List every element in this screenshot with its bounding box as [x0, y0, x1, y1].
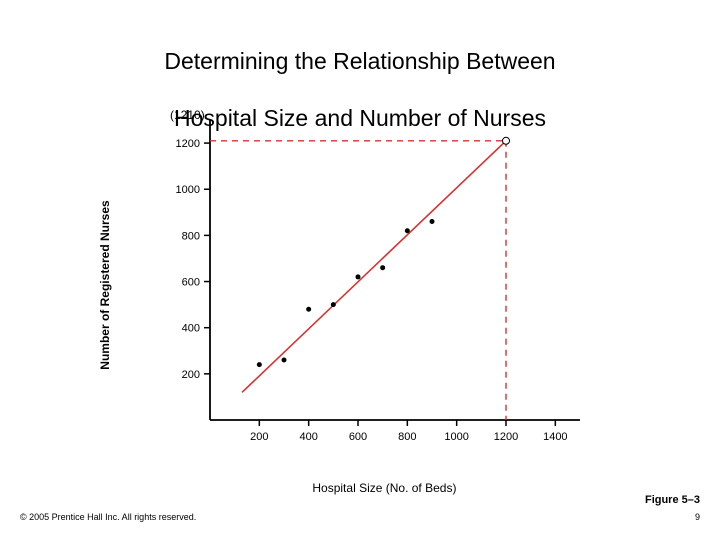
- figure-caption: Figure 5–3: [645, 494, 700, 506]
- svg-text:800: 800: [182, 230, 200, 242]
- page-number: 9: [695, 512, 700, 522]
- svg-text:600: 600: [349, 431, 367, 443]
- svg-text:600: 600: [182, 277, 200, 289]
- svg-text:400: 400: [182, 323, 200, 335]
- x-axis-label: Hospital Size (No. of Beds): [312, 481, 456, 495]
- svg-text:1200: 1200: [494, 431, 518, 443]
- title-line-1: Determining the Relationship Between: [164, 48, 555, 74]
- svg-text:1200: 1200: [176, 138, 200, 150]
- svg-text:1000: 1000: [176, 184, 200, 196]
- chart-svg: 200 400 600 800 1000 1200 1400 200 400 600 800 1000…: [150, 110, 590, 460]
- scatter-chart: 200 400 600 800 1000 1200 1400 200 400 600 800 1000…: [150, 110, 590, 460]
- svg-text:1400: 1400: [543, 431, 567, 443]
- svg-text:800: 800: [398, 431, 416, 443]
- svg-text:400: 400: [299, 431, 317, 443]
- annotation-1210: (1210): [170, 108, 205, 122]
- copyright-text: © 2005 Prentice Hall Inc. All rights res…: [20, 512, 196, 522]
- svg-text:200: 200: [250, 431, 268, 443]
- svg-text:1000: 1000: [444, 431, 468, 443]
- slide: Determining the Relationship Between Hos…: [0, 0, 720, 540]
- y-axis-label: Number of Registered Nurses: [98, 200, 112, 369]
- svg-text:200: 200: [182, 369, 200, 381]
